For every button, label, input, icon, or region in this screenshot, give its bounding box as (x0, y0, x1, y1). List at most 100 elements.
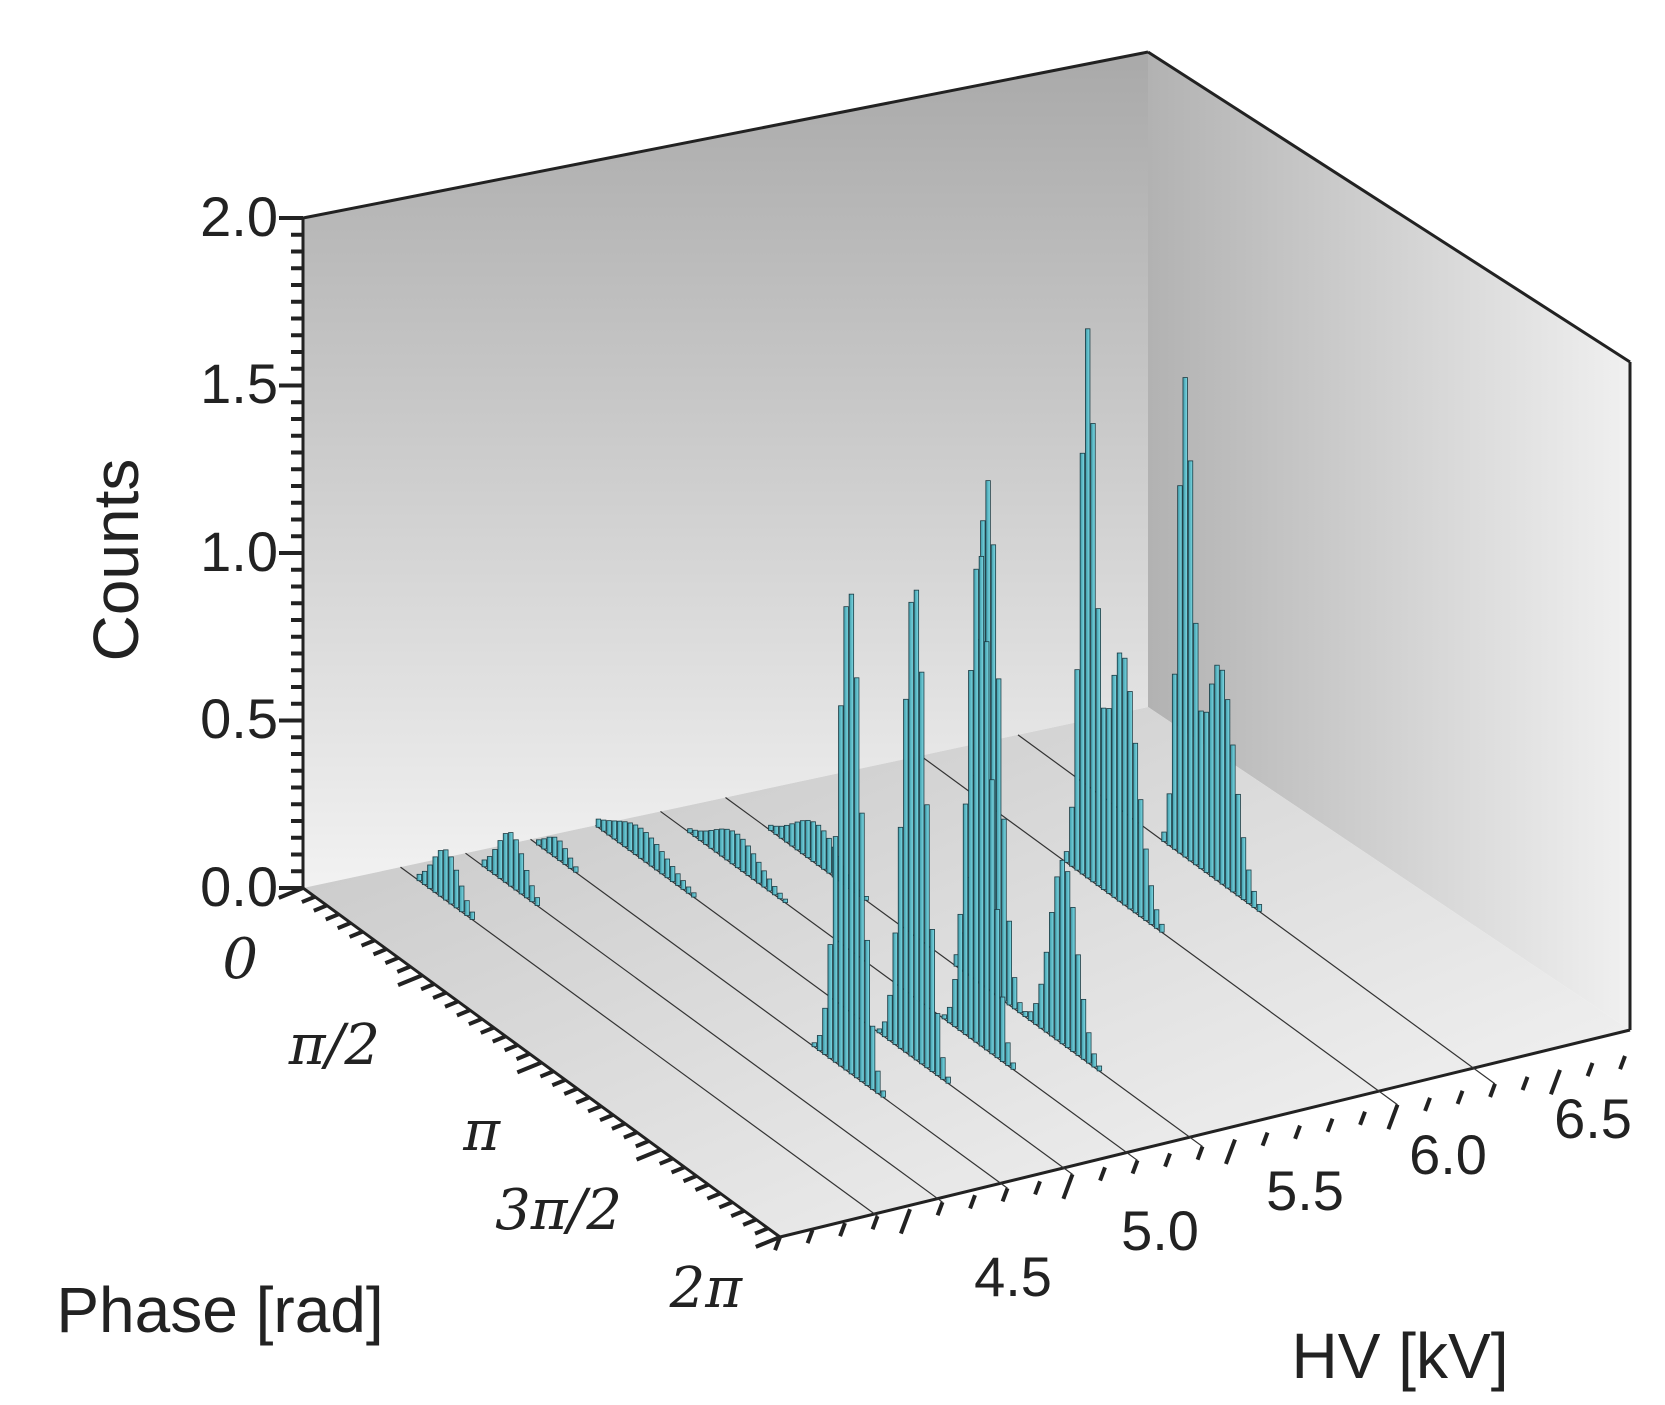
histogram-bar (794, 821, 800, 851)
histogram-bar (745, 845, 751, 876)
hv-tick-0: 4.5 (974, 1245, 1052, 1308)
histogram-bar (622, 821, 628, 848)
histogram-bar (1235, 793, 1241, 897)
histogram-bar (945, 1076, 951, 1084)
hv-minor-tick (1488, 1083, 1497, 1098)
histogram-bar (1063, 851, 1070, 863)
histogram-bar (740, 838, 746, 872)
histogram-bar (1010, 1062, 1016, 1070)
phase-major-tick (278, 886, 304, 900)
z-tick-0: 0.0 (200, 855, 278, 918)
hv-minor-tick (1455, 1090, 1465, 1105)
phase-minor-tick (444, 999, 459, 1009)
histogram-bar (978, 555, 985, 1047)
back-wall (303, 52, 1148, 888)
hv-minor-tick (1358, 1110, 1367, 1126)
phase-minor-tick (611, 1121, 626, 1131)
hv-major-tick (1224, 1138, 1237, 1165)
histogram-bar (1038, 983, 1044, 1029)
histogram-bar (1080, 998, 1087, 1060)
series-baseline (400, 866, 878, 1217)
z-tick-1: 0.5 (200, 687, 278, 750)
phase-minor-tick (706, 1191, 722, 1201)
histogram-bar (968, 670, 974, 1039)
histogram-bar (962, 803, 969, 1035)
hv-minor-tick (1325, 1117, 1335, 1133)
histogram-bar (880, 1090, 886, 1098)
histogram-bar (1230, 744, 1236, 893)
histogram-bar (513, 839, 519, 891)
histogram-bar (664, 858, 670, 879)
phase-minor-tick (694, 1182, 710, 1192)
histogram-bar (1246, 869, 1252, 904)
histogram-bar (1006, 920, 1012, 1006)
histogram-bar (815, 824, 822, 866)
histogram-bar (734, 833, 741, 869)
phase-minor-tick (420, 982, 435, 992)
hv-minor-tick (1618, 1055, 1627, 1070)
histogram-bar (924, 804, 930, 1069)
phase-tick-labels: 0 π/2 π 3π/2 2π (222, 927, 743, 1321)
histogram-bar (1001, 818, 1007, 1002)
hv-minor-tick (773, 1236, 782, 1251)
histogram-bar (821, 830, 827, 870)
histogram-bar (573, 866, 579, 873)
phase-minor-tick (372, 947, 388, 957)
series-hv-4.8 (530, 593, 1008, 1189)
histogram-bar (627, 822, 633, 851)
histogram-bar (719, 828, 725, 857)
phase-minor-tick (480, 1025, 495, 1035)
phase-axis-title: Phase [rad] (56, 1274, 383, 1346)
hv-tick-1: 5.0 (1121, 1199, 1199, 1262)
histogram-bar (1085, 328, 1091, 879)
phase-tick-0: 0 (222, 927, 258, 992)
hv-minor-tick (1195, 1145, 1205, 1161)
phase-tick-3: 3π/2 (495, 1178, 622, 1243)
histogram-bar (606, 820, 612, 836)
hv-minor-tick (805, 1229, 815, 1244)
histogram-bar (691, 892, 697, 898)
histogram-bar (908, 601, 914, 1057)
histogram-bar (697, 830, 704, 841)
histogram-bar (692, 829, 698, 838)
histogram-bar (464, 900, 470, 916)
phase-minor-tick (336, 921, 352, 931)
histogram-bar (1177, 485, 1183, 854)
histogram-bar (427, 864, 433, 889)
histogram-bar (1132, 742, 1139, 914)
histogram-bar (777, 892, 783, 900)
phase-major-tick (635, 1147, 662, 1162)
z-tick-4: 2.0 (200, 185, 278, 248)
phase-minor-tick (396, 964, 412, 974)
phase-minor-tick (563, 1086, 579, 1096)
histogram-bar (766, 878, 773, 892)
histogram-bar (1127, 691, 1133, 910)
histogram-bar (1240, 837, 1247, 901)
phase-minor-tick (635, 1139, 650, 1149)
histogram-bar (524, 870, 530, 899)
z-tick-2: 1.0 (200, 520, 278, 583)
histogram-bar (708, 830, 714, 849)
phase-minor-tick (670, 1165, 686, 1175)
series-hv-5.2 (660, 555, 1138, 1161)
phase-minor-tick (301, 894, 316, 904)
hv-major-tick (899, 1208, 912, 1235)
histogram-bar (750, 853, 757, 880)
phase-minor-tick (432, 990, 447, 1000)
histogram-bar (492, 849, 498, 875)
histogram-bar (1070, 907, 1076, 1052)
hv-tick-labels: 4.5 5.0 5.5 6.0 6.5 (974, 1087, 1632, 1308)
histogram-bar (789, 823, 795, 847)
phase-minor-tick (384, 955, 400, 965)
histogram-bar (989, 779, 995, 1055)
histogram-bar (703, 830, 709, 845)
hv-minor-tick (1000, 1187, 1010, 1203)
histogram-bar (518, 853, 525, 895)
histogram-bar (416, 873, 422, 882)
histogram-bar (1111, 674, 1117, 898)
histogram-bar (1033, 1003, 1039, 1025)
histogram-bar (1090, 423, 1096, 883)
hv-major-tick (1386, 1104, 1400, 1130)
histogram-bar (1043, 951, 1050, 1033)
histogram-bar (782, 898, 788, 903)
